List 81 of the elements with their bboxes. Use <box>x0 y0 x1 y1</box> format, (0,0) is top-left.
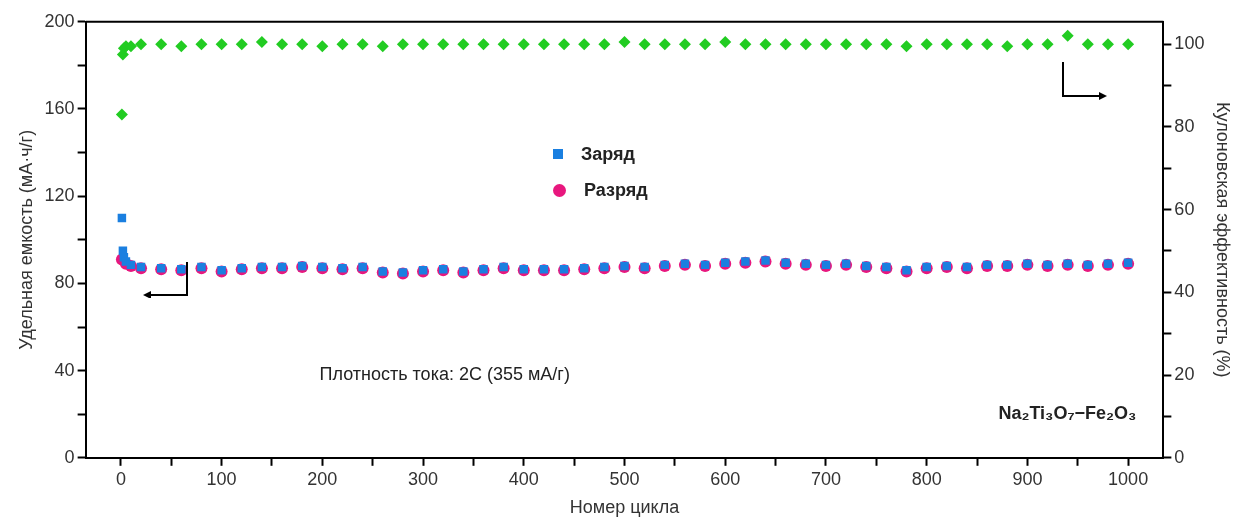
point <box>598 38 611 51</box>
point <box>537 38 550 51</box>
annotation: Плотность тока: 2C (355 мА/г) <box>319 363 570 384</box>
point <box>558 38 571 51</box>
y-tick-label: 80 <box>54 272 75 293</box>
y-tick-label: 160 <box>44 97 75 118</box>
y2-tick-label: 20 <box>1174 364 1195 385</box>
point <box>135 38 148 51</box>
x-tick-label: 800 <box>911 468 942 489</box>
point <box>175 40 188 53</box>
y2-tick-label: 100 <box>1174 33 1205 54</box>
point <box>960 38 973 51</box>
point <box>235 38 248 51</box>
x-tick-label: 700 <box>810 468 841 489</box>
point <box>517 38 530 51</box>
y-axis-title: Удельная емкость (мА·ч/г) <box>15 129 36 350</box>
point <box>880 38 893 51</box>
x-tick-label: 400 <box>508 468 539 489</box>
point <box>255 36 268 49</box>
x-tick-label: 1000 <box>1108 468 1149 489</box>
legend-label: Разряд <box>584 179 648 202</box>
point <box>376 40 389 53</box>
x-tick-label: 0 <box>115 468 126 489</box>
point <box>840 38 853 51</box>
y2-tick-label: 60 <box>1174 198 1195 219</box>
point <box>396 38 409 51</box>
point <box>316 40 329 53</box>
x-tick-label: 600 <box>710 468 741 489</box>
x-tick-label: 300 <box>408 468 439 489</box>
y-tick-label: 0 <box>64 446 75 467</box>
point <box>1041 38 1054 51</box>
point <box>215 38 228 51</box>
point <box>699 38 712 51</box>
point <box>638 38 651 51</box>
point <box>115 108 128 121</box>
point <box>1101 38 1114 51</box>
x-tick-label: 900 <box>1012 468 1043 489</box>
point <box>477 38 490 51</box>
y2-tick-label: 80 <box>1174 115 1195 136</box>
y-tick-label: 120 <box>44 185 75 206</box>
x-tick-label: 100 <box>206 468 237 489</box>
point <box>658 38 671 51</box>
point <box>759 38 772 51</box>
legend-label: Заряд <box>581 143 635 166</box>
point <box>356 38 369 51</box>
point <box>497 38 510 51</box>
y2-tick-label: 0 <box>1174 446 1185 467</box>
point <box>940 38 953 51</box>
x-axis-title: Номер цикла <box>569 497 681 518</box>
point <box>799 38 812 51</box>
y2-tick-label: 40 <box>1174 281 1195 302</box>
point <box>819 38 832 51</box>
point <box>195 38 208 51</box>
point <box>296 38 309 51</box>
y-tick-label: 200 <box>44 10 75 31</box>
y2-axis-title: Кулоновская эффективность (%) <box>1213 102 1234 378</box>
point <box>578 38 591 51</box>
point <box>417 38 430 51</box>
point <box>276 38 289 51</box>
point <box>1122 38 1135 51</box>
point <box>739 38 752 51</box>
point <box>336 38 349 51</box>
point <box>618 36 631 49</box>
point <box>155 38 168 51</box>
point <box>1061 29 1074 42</box>
point <box>719 36 732 49</box>
y-tick-label: 40 <box>54 359 75 380</box>
x-tick-label: 500 <box>609 468 640 489</box>
x-tick-label: 200 <box>307 468 338 489</box>
point <box>920 38 933 51</box>
point <box>900 40 913 53</box>
point <box>1081 38 1094 51</box>
point <box>1021 38 1034 51</box>
point <box>457 38 470 51</box>
point <box>860 38 873 51</box>
point <box>437 38 450 51</box>
point <box>1001 40 1014 53</box>
point <box>678 38 691 51</box>
point <box>981 38 994 51</box>
annotation: Na₂Ti₃O₇−Fe₂O₃ <box>998 403 1137 424</box>
point <box>779 38 792 51</box>
